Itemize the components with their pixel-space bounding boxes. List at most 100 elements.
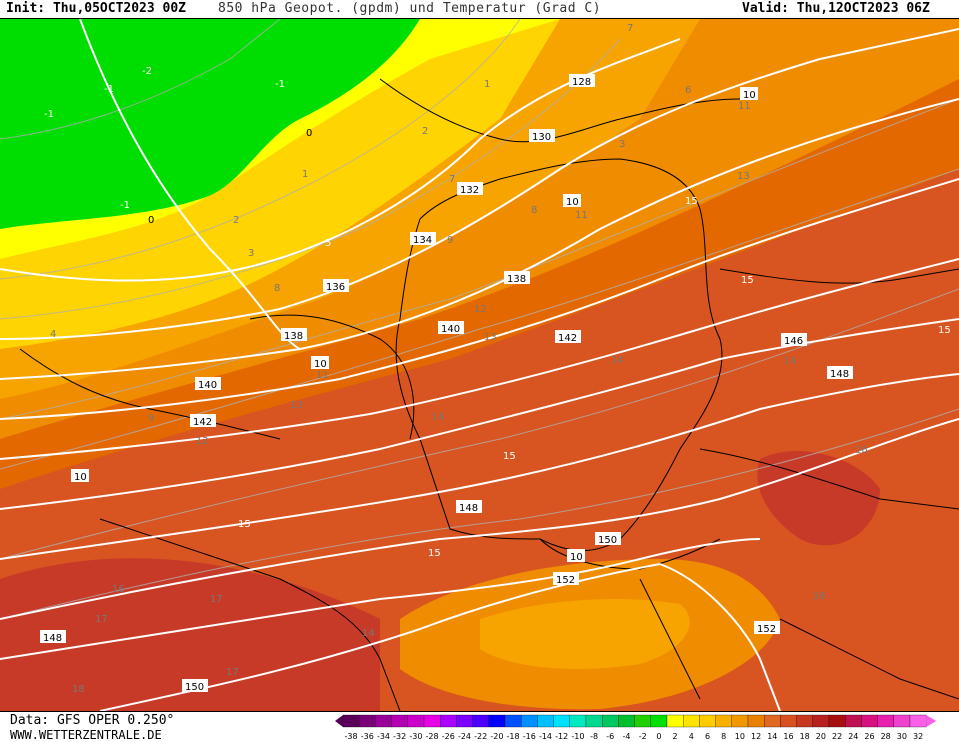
geo-label-148b: 148 — [459, 503, 478, 514]
legend-swatch — [472, 714, 489, 728]
temp-label-6: 6 — [685, 85, 691, 96]
temp-label-11c: 11 — [738, 101, 751, 112]
legend-swatch — [504, 714, 522, 728]
header-bar: Init: Thu,05OCT2023 00Z 850 hPa Geopot. … — [0, 0, 959, 19]
legend-swatch — [909, 714, 927, 728]
legend-tick-label: -10 — [571, 732, 584, 741]
geo-label-152b: 152 — [757, 624, 776, 635]
temp-label-m1c: -1 — [275, 79, 285, 90]
temp-label-13c: 13 — [737, 171, 750, 182]
temp-label-11b: 11 — [575, 210, 588, 221]
legend-swatch — [845, 714, 862, 728]
geo-label-10b: 10 — [566, 197, 579, 208]
temp-label-16c: 16 — [813, 591, 826, 602]
geo-label-148c: 148 — [43, 633, 62, 644]
legend-swatch — [553, 714, 570, 728]
color-legend: -38 -36 -34 -32 -30 -28 -26 -24 -22 -20 -18 -16 -14-… — [335, 714, 937, 741]
geo-label-10e: 10 — [570, 552, 583, 563]
geo-label-142b: 142 — [193, 417, 212, 428]
temp-label-14d: 14 — [362, 628, 375, 639]
legend-tick-label: 8 — [721, 732, 726, 741]
geo-label-146: 146 — [784, 336, 803, 347]
legend-tick-label: 30 — [897, 732, 907, 741]
legend-arrow-left — [335, 715, 343, 727]
legend-swatch — [440, 714, 457, 728]
geo-label-132: 132 — [460, 185, 479, 196]
temp-label-12b: 12 — [196, 436, 209, 447]
geo-label-140b: 140 — [198, 380, 217, 391]
temp-label-8b: 8 — [531, 205, 537, 216]
geo-label-136: 136 — [326, 282, 345, 293]
temp-label-15f: 15 — [938, 325, 951, 336]
legend-swatch — [893, 714, 911, 728]
legend-swatch — [407, 714, 425, 728]
legend-swatch — [747, 714, 765, 728]
legend-swatch — [683, 714, 700, 728]
temp-label-0a: 0 — [306, 128, 312, 139]
legend-swatch — [812, 714, 830, 728]
legend-tick-label: 24 — [848, 732, 858, 741]
temp-label-17a: 17 — [210, 594, 223, 605]
data-source: Data: GFS OPER 0.250° — [10, 713, 175, 728]
geopotential-lines — [0, 19, 959, 711]
map-canvas: 128 130 132 134 136 138 138 140 140 142 … — [0, 19, 959, 711]
temp-label-m2: -2 — [142, 66, 152, 77]
legend-tick-label: -28 — [426, 732, 439, 741]
legend-swatch — [359, 714, 376, 728]
geo-label-10c: 10 — [314, 359, 327, 370]
legend-tick-label: 28 — [881, 732, 891, 741]
temp-label-9b: 9 — [148, 413, 154, 424]
legend-swatches — [335, 714, 937, 728]
legend-swatch — [731, 714, 749, 728]
legend-tick-label: -8 — [590, 732, 598, 741]
legend-swatch — [715, 714, 732, 728]
temp-label-15c: 15 — [503, 451, 516, 462]
legend-swatch — [602, 714, 619, 728]
temp-label-8a: 8 — [274, 283, 280, 294]
temp-label-14c: 14 — [784, 356, 797, 367]
legend-swatch — [650, 714, 668, 728]
legend-labels: -38 -36 -34 -32 -30 -28 -26 -24 -22 -20 -18 -16 -14-… — [345, 732, 924, 741]
legend-tick-label: 32 — [913, 732, 923, 741]
temp-label-16b: 16 — [112, 584, 125, 595]
legend-tick-label: -24 — [458, 732, 471, 741]
legend-tick-label: -4 — [623, 732, 631, 741]
legend-tick-label: -12 — [555, 732, 568, 741]
temp-label-5: 5 — [325, 238, 331, 249]
legend-swatch — [375, 714, 392, 728]
legend-swatch — [456, 714, 473, 728]
legend-swatch — [585, 714, 603, 728]
legend-tick-label: -18 — [507, 732, 520, 741]
temp-label-9a: 9 — [447, 235, 453, 246]
temp-label-17c: 17 — [226, 667, 239, 678]
legend-tick-label: -36 — [361, 732, 374, 741]
contour-labels: 128 130 132 134 136 138 138 140 140 142 … — [40, 23, 951, 695]
geo-label-140: 140 — [441, 324, 460, 335]
temp-label-1b: 1 — [484, 79, 490, 90]
geo-label-142: 142 — [558, 333, 577, 344]
legend-tick-label: 20 — [816, 732, 826, 741]
map-title: 850 hPa Geopot. (gpdm) und Temperatur (G… — [218, 1, 602, 16]
geo-label-136b: 138 — [507, 274, 526, 285]
legend-tick-label: 12 — [751, 732, 761, 741]
legend-tick-label: 26 — [864, 732, 874, 741]
website-url[interactable]: WWW.WETTERZENTRALE.DE — [10, 728, 162, 742]
weather-map: 128 130 132 134 136 138 138 140 140 142 … — [0, 19, 959, 711]
legend-swatch — [521, 714, 538, 728]
geo-label-10d: 10 — [74, 472, 87, 483]
temp-label-m1a: -1 — [104, 84, 114, 95]
legend-swatch — [423, 714, 441, 728]
legend-swatch — [828, 714, 846, 728]
geo-label-130: 130 — [532, 132, 551, 143]
temp-label-m1d: -1 — [120, 200, 130, 211]
legend-swatch — [764, 714, 781, 728]
legend-swatch — [877, 714, 894, 728]
legend-tick-label: -32 — [393, 732, 406, 741]
legend-tick-label: 4 — [689, 732, 694, 741]
temp-label-17b: 17 — [95, 614, 108, 625]
legend-swatch — [666, 714, 684, 728]
init-time: Init: Thu,05OCT2023 00Z — [6, 1, 187, 16]
legend-tick-label: -30 — [409, 732, 422, 741]
temp-label-12a: 12 — [474, 304, 487, 315]
legend-tick-label: -38 — [345, 732, 358, 741]
